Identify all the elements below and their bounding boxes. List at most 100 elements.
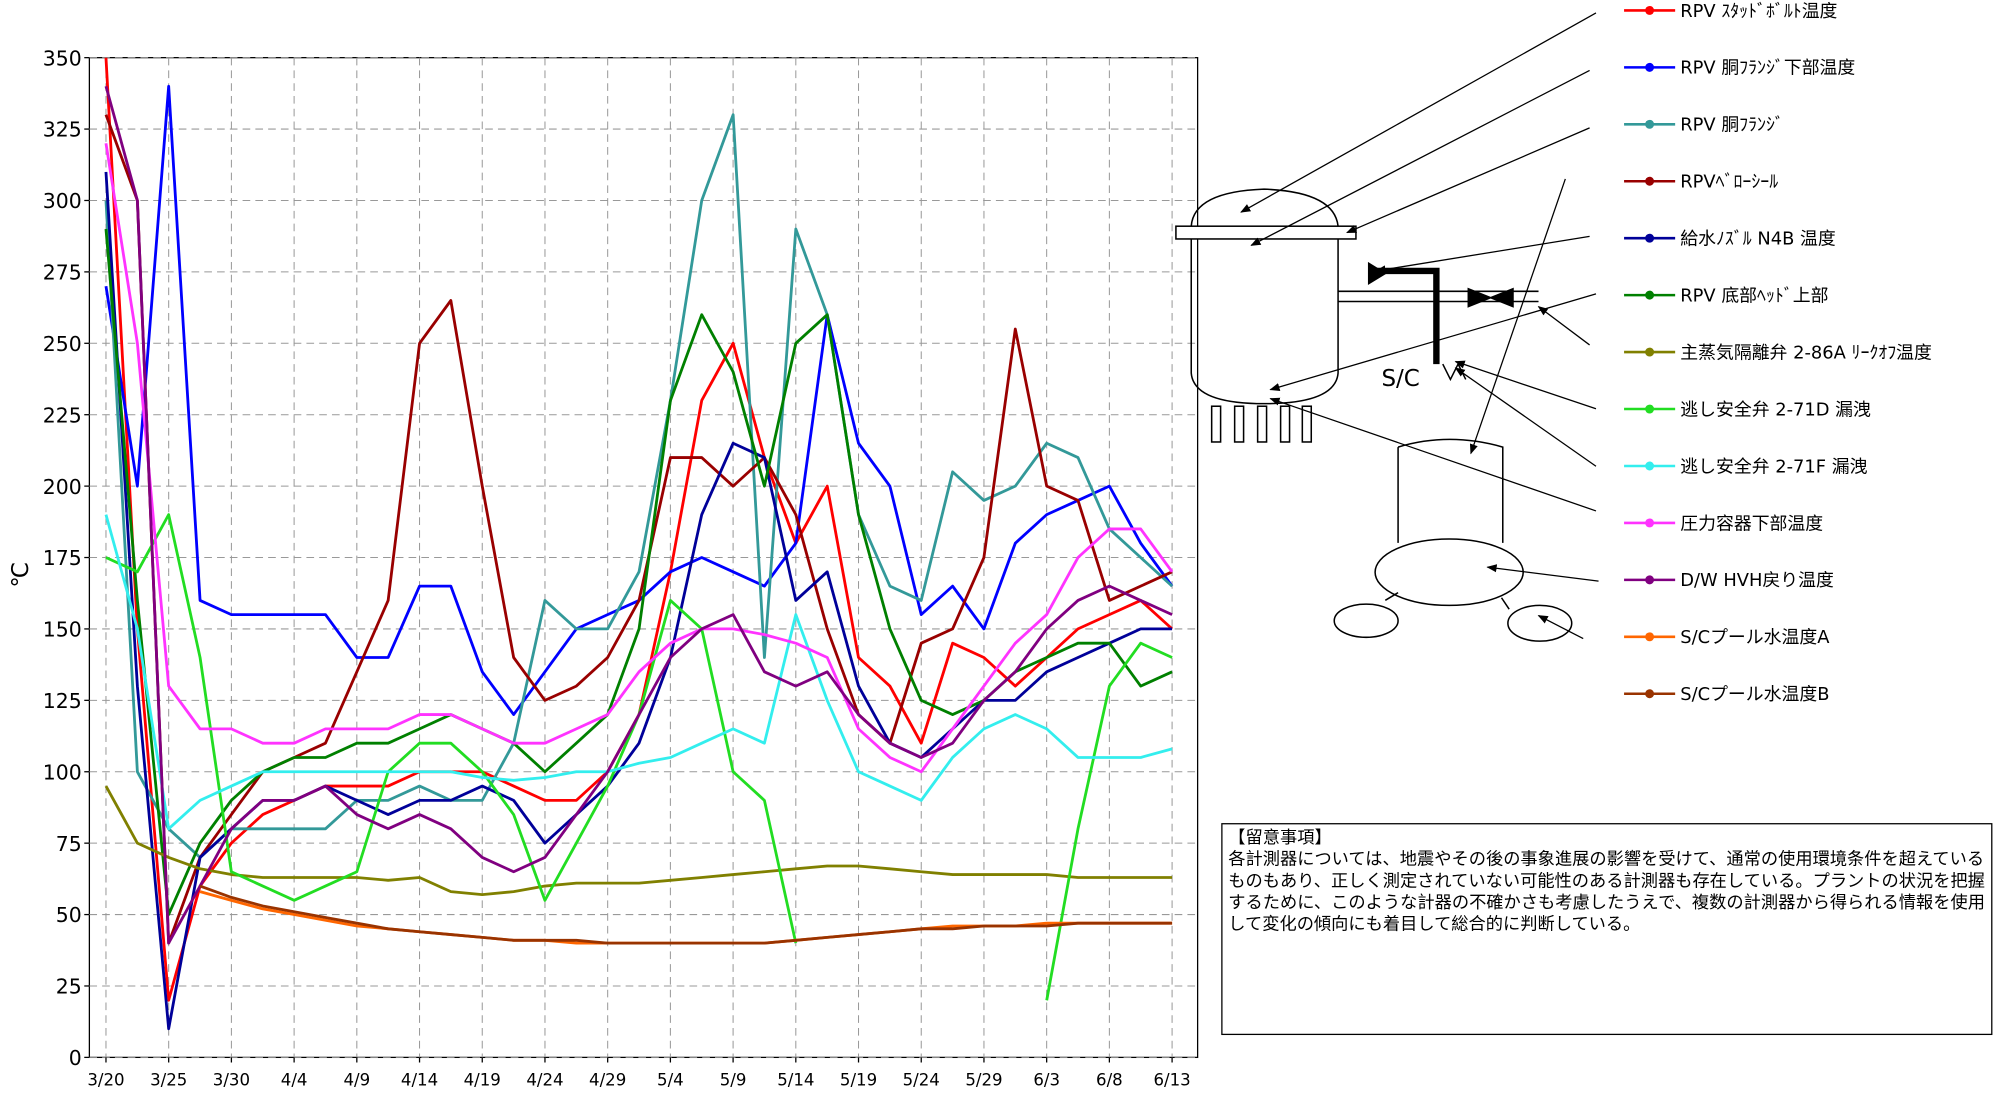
x-tick-label: 4/9 <box>343 1070 370 1089</box>
y-tick-label: 25 <box>56 975 82 999</box>
sc-label: S/C <box>1381 366 1419 392</box>
series-line <box>104 113 1174 859</box>
leg <box>1233 405 1245 443</box>
arrow <box>1537 306 1590 346</box>
legend-marker <box>1645 233 1655 243</box>
y-tick-label: 175 <box>43 546 82 570</box>
sc-inlet <box>1442 362 1467 382</box>
series-line <box>104 143 1174 774</box>
legend-marker <box>1645 290 1655 300</box>
legend-marker <box>1645 689 1655 699</box>
y-tick-label: 275 <box>43 261 82 285</box>
note-box <box>1221 823 1993 1036</box>
x-tick-label: 5/29 <box>965 1070 1002 1089</box>
arrow <box>1269 397 1597 512</box>
legend-label: D/W HVH戻り温度 <box>1680 570 1834 591</box>
legend-marker <box>1645 347 1655 357</box>
arrow <box>1454 367 1597 467</box>
support <box>1500 597 1510 610</box>
series-line <box>104 514 1173 831</box>
x-tick-label: 5/4 <box>657 1070 684 1089</box>
note-area: 【留意事項】 各計測器については、地震やその後の事象進展の影響を受けて、通常の使… <box>1228 828 1988 937</box>
y-tick-label: 250 <box>43 332 82 356</box>
legend-label: 主蒸気隔離弁 2-86A ﾘｰｸｵﾌ温度 <box>1680 342 1932 363</box>
diagram <box>1175 12 1599 642</box>
y-tick-label: 300 <box>43 189 82 213</box>
y-axis-label: ℃ <box>8 562 34 588</box>
note-body: 各計測器については、地震やその後の事象進展の影響を受けて、通常の使用環境条件を超… <box>1228 849 1985 935</box>
vessel-head <box>1190 188 1339 227</box>
series-line <box>104 785 1173 896</box>
arrow <box>1346 127 1590 234</box>
sc-ring <box>1333 603 1399 639</box>
x-tick-label: 3/30 <box>213 1070 250 1089</box>
series-line <box>199 884 1173 945</box>
x-tick-label: 5/19 <box>840 1070 877 1089</box>
x-tick-label: 4/19 <box>464 1070 501 1089</box>
note: 【留意事項】 各計測器については、地震やその後の事象進展の影響を受けて、通常の使… <box>1228 828 1988 937</box>
legend-marker <box>1645 518 1655 528</box>
legend-marker <box>1645 575 1655 585</box>
arrow <box>1250 69 1590 246</box>
legend-label: S/Cプール水温度B <box>1680 684 1829 705</box>
legend-label: RPV 底部ﾍｯﾄﾞ上部 <box>1680 286 1828 307</box>
legend-marker <box>1645 119 1655 129</box>
sc-ring <box>1507 604 1573 642</box>
x-tick-label: 4/24 <box>526 1070 563 1089</box>
y-tick-label: 75 <box>56 832 82 856</box>
x-tick-label: 3/20 <box>87 1070 124 1089</box>
x-tick-label: 5/14 <box>777 1070 814 1089</box>
y-tick-label: 125 <box>43 689 82 713</box>
arrow <box>1537 615 1584 640</box>
x-tick-label: 4/29 <box>589 1070 626 1089</box>
y-tick-label: 100 <box>43 760 82 784</box>
torus <box>1374 538 1524 607</box>
x-tick-label: 3/25 <box>150 1070 187 1089</box>
leg <box>1301 405 1313 443</box>
valve <box>1467 287 1514 308</box>
leg <box>1256 405 1268 443</box>
series-line <box>105 513 1173 1001</box>
arrow <box>1486 564 1599 582</box>
legend-label: 逃し安全弁 2-71D 漏洩 <box>1680 399 1871 420</box>
legend-label: RPV ｽﾀｯﾄﾞﾎﾞﾙﾄ温度 <box>1680 1 1837 22</box>
legend-label: RPV 胴ﾌﾗﾝｼﾞ下部温度 <box>1680 58 1855 79</box>
legend-marker <box>1645 62 1655 72</box>
x-tick-label: 6/3 <box>1033 1070 1060 1089</box>
drywell <box>1397 438 1504 543</box>
y-tick-label: 150 <box>43 618 82 642</box>
legend-label: RPV 胴ﾌﾗﾝｼﾞ <box>1680 115 1784 136</box>
x-tick-label: 5/9 <box>720 1070 747 1089</box>
support <box>1384 591 1399 601</box>
y-tick-label: 50 <box>56 903 82 927</box>
legend-label: 逃し安全弁 2-71F 漏洩 <box>1680 456 1867 477</box>
sr-line <box>1372 267 1440 365</box>
y-tick-label: 200 <box>43 475 82 499</box>
x-tick-label: 4/4 <box>281 1070 308 1089</box>
x-tick-label: 6/8 <box>1096 1070 1123 1089</box>
valve <box>1367 261 1387 286</box>
y-tick-label: 325 <box>43 118 82 142</box>
y-tick-label: 350 <box>43 46 82 70</box>
vessel-body <box>1190 238 1339 405</box>
note-heading: 【留意事項】 <box>1228 827 1332 848</box>
leg <box>1210 405 1222 443</box>
arrow <box>1240 12 1597 213</box>
x-tick-label: 4/14 <box>401 1070 438 1089</box>
leg <box>1279 405 1291 443</box>
arrow <box>1375 235 1590 274</box>
legend-label: 給水ﾉｽﾞﾙ N4B 温度 <box>1680 229 1836 250</box>
legend-marker <box>1645 632 1655 642</box>
y-tick-label: 0 <box>69 1046 82 1070</box>
arrow <box>1454 360 1597 410</box>
y-tick-label: 225 <box>43 403 82 427</box>
x-tick-label: 5/24 <box>903 1070 940 1089</box>
legend-marker <box>1645 176 1655 186</box>
legend-label: 圧力容器下部温度 <box>1680 513 1823 534</box>
legend-label: RPVﾍﾞﾛｰｼｰﾙ <box>1680 172 1778 193</box>
legend-marker <box>1645 404 1655 414</box>
legend-marker <box>1645 5 1655 15</box>
x-tick-label: 6/13 <box>1153 1070 1190 1089</box>
arrows <box>1240 12 1599 640</box>
